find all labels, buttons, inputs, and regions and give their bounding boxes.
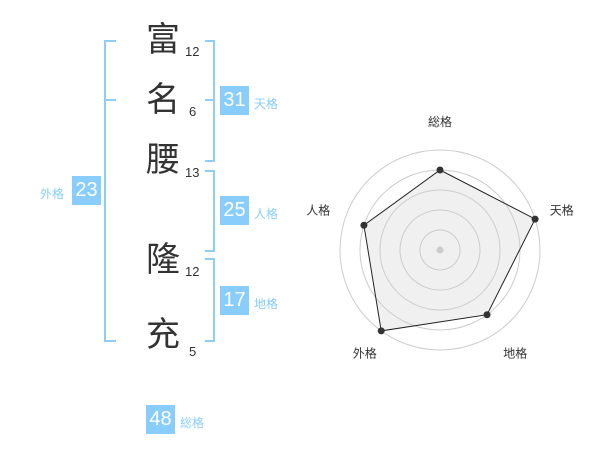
- soukaku-label: 総格: [180, 416, 205, 430]
- name-char-3: 腰: [146, 140, 180, 180]
- gaikaku-label: 外格: [40, 187, 65, 201]
- radar-area: [363, 170, 536, 331]
- tenkaku-bracket-tick: [205, 99, 215, 101]
- radar-ring: [399, 209, 481, 291]
- jinkaku-value: 25: [220, 196, 249, 225]
- tenkaku-bracket: [205, 40, 215, 162]
- radar-point: [483, 311, 491, 319]
- chikaku-value: 17: [220, 286, 249, 315]
- name-char-5: 充: [146, 315, 180, 355]
- stroke-count-1: 12: [185, 44, 200, 59]
- jinkaku-bracket: [205, 170, 215, 252]
- radar-center: [436, 246, 444, 254]
- name-char-1: 富: [146, 20, 180, 60]
- gaikaku-bracket-tick: [104, 99, 116, 101]
- radar-axis-label: 総格: [428, 114, 452, 129]
- radar-axis-label: 人格: [306, 202, 330, 217]
- name-char-2: 名: [146, 80, 180, 120]
- gaikaku-value: 23: [72, 176, 101, 205]
- radar-axis-label: 地格: [503, 346, 527, 361]
- radar-point: [360, 221, 368, 229]
- stroke-count-2: 6: [189, 104, 197, 119]
- radar-ring: [419, 229, 461, 271]
- radar-ring: [339, 149, 541, 351]
- stroke-count-5: 5: [189, 344, 197, 359]
- gaikaku-bracket: [104, 40, 116, 342]
- chikaku-bracket: [205, 258, 215, 342]
- stroke-count-3: 13: [185, 165, 200, 180]
- radar-axis-label: 外格: [353, 346, 377, 361]
- soukaku-value: 48: [146, 405, 175, 434]
- stroke-count-4: 12: [185, 264, 200, 279]
- radar-point: [436, 166, 444, 174]
- tenkaku-label: 天格: [254, 97, 279, 111]
- radar-outline: [363, 169, 536, 332]
- radar-axis-label: 天格: [550, 202, 574, 217]
- radar-point: [531, 215, 539, 223]
- chikaku-label: 地格: [254, 297, 279, 311]
- name-char-4: 隆: [146, 240, 180, 280]
- radar-ring: [379, 189, 501, 311]
- tenkaku-value: 31: [220, 86, 249, 115]
- radar-point: [377, 327, 385, 335]
- jinkaku-label: 人格: [254, 207, 279, 221]
